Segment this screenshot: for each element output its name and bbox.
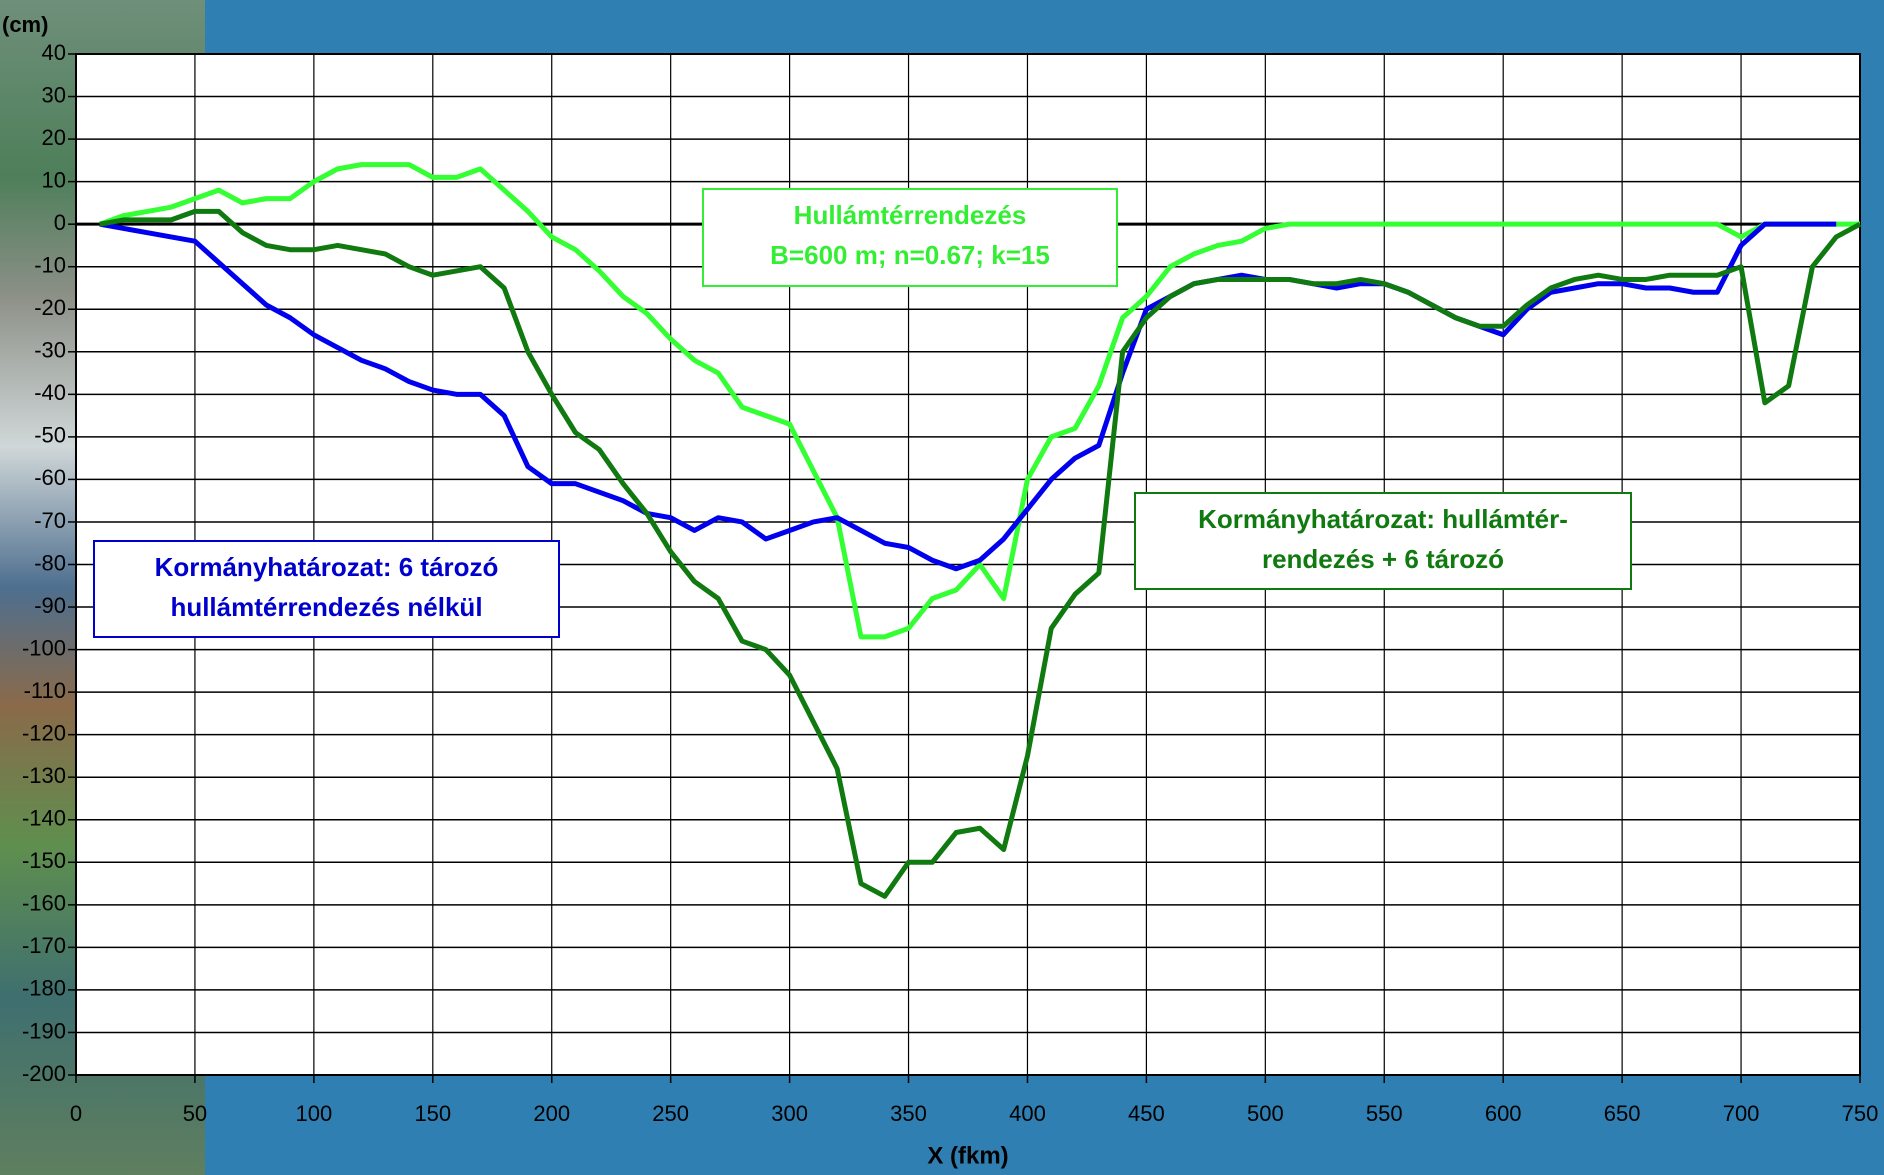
y-tick-label: 40 bbox=[42, 40, 66, 65]
y-tick-label: 20 bbox=[42, 125, 66, 150]
annotation-text: rendezés + 6 tározó bbox=[1262, 544, 1504, 574]
x-tick-label: 50 bbox=[183, 1101, 207, 1126]
x-tick-label: 500 bbox=[1247, 1101, 1284, 1126]
y-axis-label: (cm) bbox=[2, 12, 48, 37]
y-tick-label: -170 bbox=[22, 933, 66, 958]
y-tick-label: -40 bbox=[34, 380, 66, 405]
annotation-text: Kormányhatározat: hullámtér- bbox=[1198, 504, 1568, 534]
x-axis-label: X (fkm) bbox=[927, 1142, 1008, 1169]
x-tick-label: 250 bbox=[652, 1101, 689, 1126]
y-tick-label: -130 bbox=[22, 763, 66, 788]
annotation-text: Kormányhatározat: 6 tározó bbox=[155, 552, 499, 582]
x-tick-label: 100 bbox=[296, 1101, 333, 1126]
y-tick-label: -190 bbox=[22, 1018, 66, 1043]
y-tick-label: -30 bbox=[34, 338, 66, 363]
y-tick-label: 10 bbox=[42, 167, 66, 192]
x-tick-label: 400 bbox=[1009, 1101, 1046, 1126]
y-tick-label: -20 bbox=[34, 295, 66, 320]
y-tick-label: -200 bbox=[22, 1061, 66, 1086]
x-tick-label: 200 bbox=[533, 1101, 570, 1126]
x-tick-label: 600 bbox=[1485, 1101, 1522, 1126]
y-tick-label: -140 bbox=[22, 806, 66, 831]
y-tick-label: -50 bbox=[34, 423, 66, 448]
x-tick-label: 150 bbox=[414, 1101, 451, 1126]
y-tick-label: -90 bbox=[34, 593, 66, 618]
chart: (cm) X (fkm) 403020100-10-20-30-40-50-60… bbox=[0, 0, 1884, 1175]
y-tick-label: -60 bbox=[34, 465, 66, 490]
x-tick-label: 550 bbox=[1366, 1101, 1403, 1126]
y-tick-label: -10 bbox=[34, 253, 66, 278]
y-tick-label: -160 bbox=[22, 891, 66, 916]
x-tick-label: 450 bbox=[1128, 1101, 1165, 1126]
y-tick-label: -120 bbox=[22, 720, 66, 745]
x-tick-label: 350 bbox=[890, 1101, 927, 1126]
y-tick-label: -70 bbox=[34, 508, 66, 533]
y-tick-label: 0 bbox=[54, 210, 66, 235]
y-tick-label: -180 bbox=[22, 976, 66, 1001]
annotation-text: B=600 m; n=0.67; k=15 bbox=[770, 240, 1050, 270]
x-tick-label: 650 bbox=[1604, 1101, 1641, 1126]
x-tick-label: 750 bbox=[1842, 1101, 1879, 1126]
y-tick-label: 30 bbox=[42, 82, 66, 107]
annotation-text: Hullámtérrendezés bbox=[794, 200, 1027, 230]
annotation-text: hullámtérrendezés nélkül bbox=[170, 592, 482, 622]
y-tick-label: -100 bbox=[22, 635, 66, 660]
x-tick-label: 0 bbox=[70, 1101, 82, 1126]
x-tick-label: 700 bbox=[1723, 1101, 1760, 1126]
y-tick-label: -150 bbox=[22, 848, 66, 873]
x-tick-label: 300 bbox=[771, 1101, 808, 1126]
y-tick-label: -110 bbox=[24, 678, 66, 703]
y-tick-label: -80 bbox=[34, 550, 66, 575]
